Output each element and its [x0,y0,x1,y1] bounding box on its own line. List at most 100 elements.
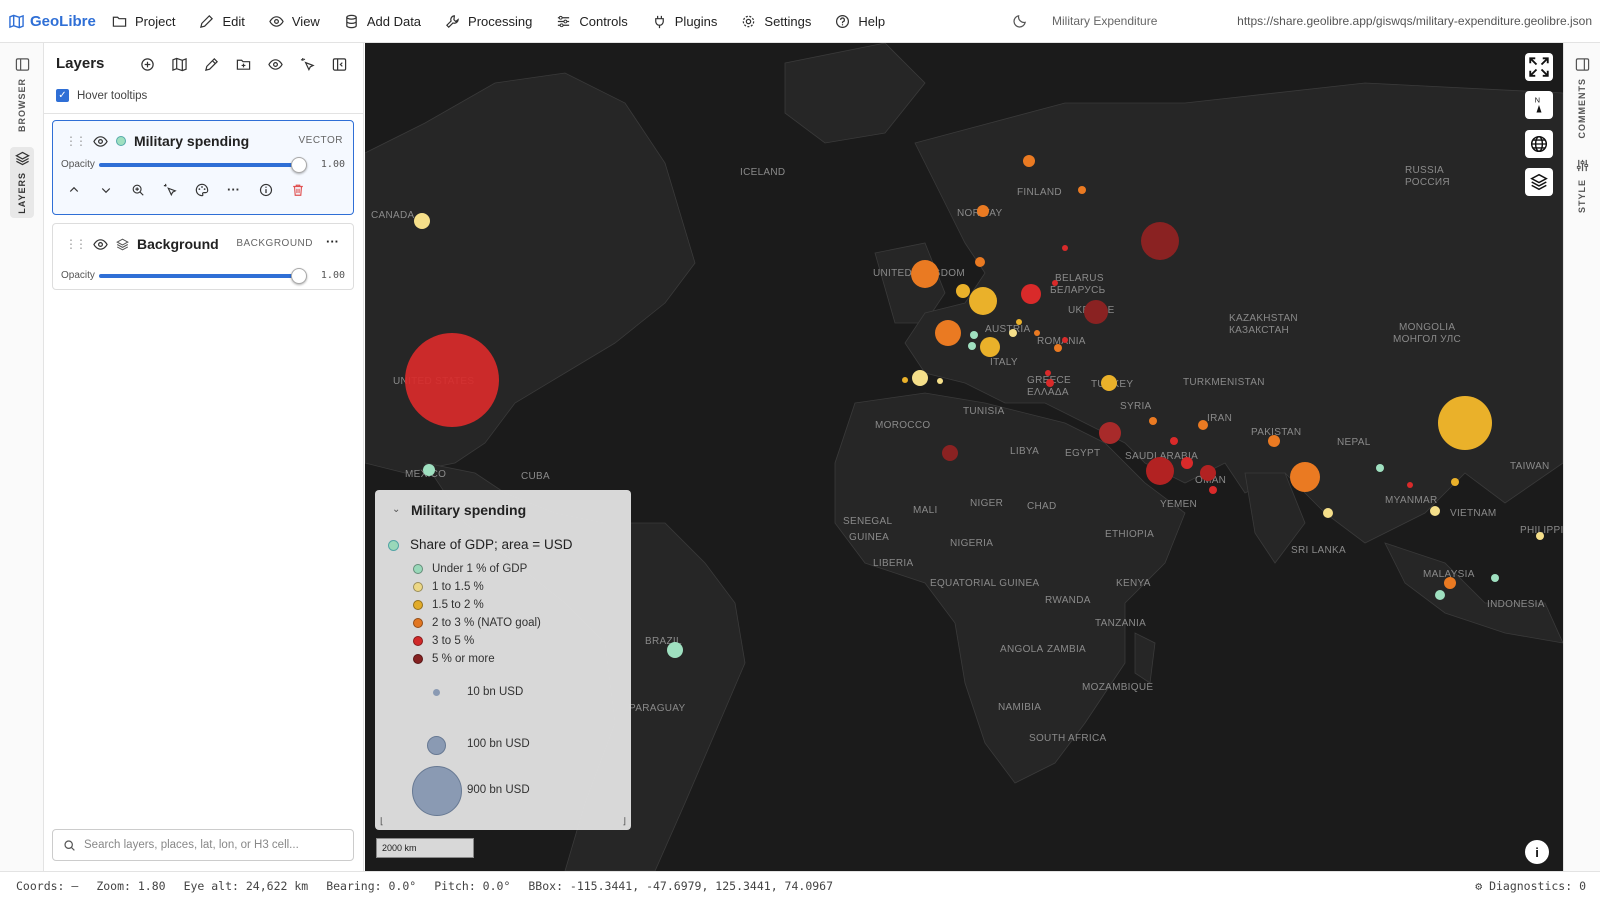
dark-mode-icon[interactable] [1013,13,1028,28]
add-layer-icon[interactable] [136,53,158,75]
circle-bulgaria[interactable] [1045,370,1051,376]
select-features-icon[interactable] [161,181,178,198]
circle-italy[interactable] [980,337,1000,357]
circle-portugal[interactable] [937,378,943,384]
circle-algeria[interactable] [942,445,958,461]
resize-handle-icon[interactable]: ⌋ [622,816,626,826]
circle-france[interactable] [935,320,961,346]
menu-project[interactable]: Project [100,0,187,43]
circle-turkey[interactable] [1101,375,1117,391]
hover-tooltips-toggle[interactable]: ✓ Hover tooltips [56,89,147,102]
circle-qatar[interactable] [1181,457,1193,469]
circle-brazil[interactable] [667,642,683,658]
delete-layer-icon[interactable] [289,181,306,198]
hover-tooltips-checkbox[interactable]: ✓ [56,89,69,102]
tab-comments[interactable]: COMMENTS [1570,57,1594,139]
slider-knob[interactable] [291,157,307,173]
tab-browser[interactable]: BROWSER [10,57,34,132]
opacity-slider[interactable] [99,268,307,284]
menu-controls[interactable]: Controls [544,0,639,43]
basemap-icon[interactable] [168,53,190,75]
globe-button[interactable] [1525,130,1553,158]
resize-handle-icon[interactable]: ⌊ [380,816,384,826]
collapse-legend-icon[interactable]: ⌄ [392,504,401,515]
brand-logo[interactable]: GeoLibre [0,13,100,30]
circle-austria[interactable] [1009,329,1017,337]
tab-style[interactable]: STYLE [1570,158,1594,213]
circle-uae[interactable] [1200,465,1216,481]
move-up-icon[interactable] [65,181,82,198]
circle-russia[interactable] [1141,222,1179,260]
circle-romania[interactable] [1054,344,1062,352]
circle-switzerland[interactable] [970,331,978,339]
layer-card-background[interactable]: ⋮⋮ Background BACKGROUND ··· Opacity 1.0… [52,223,354,290]
slider-knob[interactable] [291,268,307,284]
circle-taiwan[interactable] [1536,532,1544,540]
fullscreen-button[interactable] [1525,53,1553,81]
circle-canada[interactable] [414,213,430,229]
circle-netherlands[interactable] [956,284,970,298]
circle-singapore[interactable] [1444,577,1456,589]
circle-poland[interactable] [1021,284,1041,304]
circle-saudi-arabia[interactable] [1146,457,1174,485]
circle-portugal-west[interactable] [902,377,908,383]
diagnostics-button[interactable]: ⚙ Diagnostics: 0 [1475,879,1586,893]
drag-handle-icon[interactable]: ⋮⋮ [65,237,87,251]
circle-hungary[interactable] [1034,330,1040,336]
layer-card-military-spending[interactable]: ⋮⋮ Military spending VECTOR Opacity 1.00… [52,120,354,215]
attribution-info-icon[interactable]: i [1525,840,1549,864]
circle-denmark[interactable] [975,257,985,267]
select-icon[interactable] [296,53,318,75]
circle-myanmar[interactable] [1376,464,1384,472]
circle-norway[interactable] [977,205,989,217]
circle-india[interactable] [1290,462,1320,492]
circle-finland[interactable] [1078,186,1086,194]
new-group-icon[interactable] [232,53,254,75]
menu-view[interactable]: View [257,0,332,43]
eye-icon[interactable] [93,237,108,252]
spending-circles[interactable] [405,155,1544,658]
circle-bangladesh[interactable] [1323,508,1333,518]
circle-slovenia[interactable] [968,342,976,350]
draw-icon[interactable] [200,53,222,75]
circle-greece[interactable] [1046,379,1054,387]
info-icon[interactable] [257,181,274,198]
menu-plugins[interactable]: Plugins [640,0,730,43]
circle-philippines[interactable] [1491,574,1499,582]
circle-latvia[interactable] [1052,280,1058,286]
circle-czechia[interactable] [1016,319,1022,325]
menu-help[interactable]: Help [823,0,897,43]
circle-oman[interactable] [1209,486,1217,494]
circle-ukraine[interactable] [1084,300,1108,324]
circle-pakistan[interactable] [1268,435,1280,447]
circle-laos[interactable] [1407,482,1413,488]
circle-iraq[interactable] [1149,417,1157,425]
project-url[interactable]: https://share.geolibre.app/giswqs/milita… [1237,14,1592,28]
circle-indonesia[interactable] [1435,590,1445,600]
menu-settings[interactable]: Settings [729,0,823,43]
layer-switcher-button[interactable] [1525,168,1553,196]
circle-china[interactable] [1438,396,1492,450]
compass-button[interactable]: N [1525,91,1553,119]
circle-moldova[interactable] [1062,337,1068,343]
more-icon[interactable]: ··· [326,234,339,249]
circle-kuwait[interactable] [1170,437,1178,445]
menu-add-data[interactable]: Add Data [332,0,433,43]
circle-thailand[interactable] [1451,478,1459,486]
circle-vietnam[interactable] [1430,506,1440,516]
zoom-to-layer-icon[interactable] [129,181,146,198]
circle-sweden[interactable] [1023,155,1035,167]
move-down-icon[interactable] [97,181,114,198]
style-palette-icon[interactable] [193,181,210,198]
more-icon[interactable]: ··· [227,182,240,197]
circle-united-kingdom[interactable] [911,260,939,288]
circle-israel[interactable] [1099,422,1121,444]
menu-edit[interactable]: Edit [187,0,256,43]
drag-handle-icon[interactable]: ⋮⋮ [65,134,87,148]
circle-lithuania[interactable] [1062,245,1068,251]
circle-germany[interactable] [969,287,997,315]
tab-layers[interactable]: LAYERS [10,147,34,218]
circle-mexico[interactable] [423,464,435,476]
opacity-slider[interactable] [99,157,307,173]
visibility-icon[interactable] [264,53,286,75]
